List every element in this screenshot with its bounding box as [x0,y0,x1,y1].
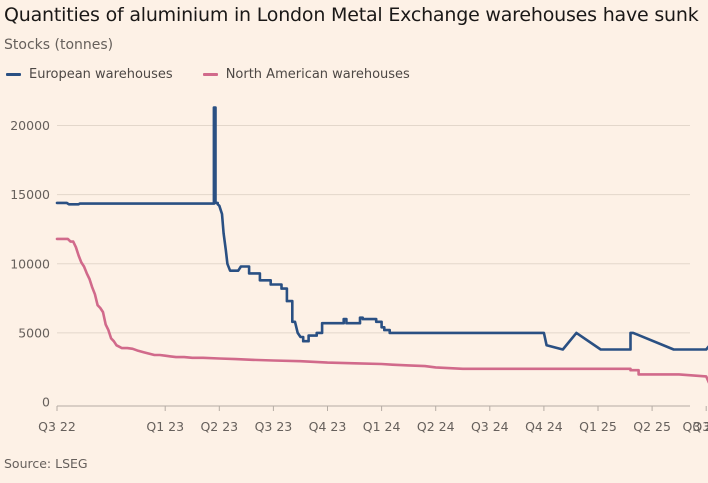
x-tick-label: Q1 25 [579,419,617,434]
y-tick-label: 5000 [18,325,50,340]
legend-swatch-european [6,73,21,76]
x-tick-label: Q4 24 [525,419,563,434]
legend: European warehouses North American wareh… [6,67,440,82]
y-tick-label: 0 [42,395,50,410]
legend-label-north-american: North American warehouses [225,67,410,82]
x-tick-label: Q3 24 [471,419,509,434]
y-tick-label: 10000 [10,256,50,271]
x-tick-label: Q1 23 [146,419,184,434]
x-tick-label: Q2 25 [633,419,671,434]
series-line-european [55,106,708,351]
x-tick-label: Q3 25 [692,419,708,434]
x-tick-label: Q2 23 [200,419,238,434]
legend-label-european: European warehouses [29,67,173,82]
x-tick-label: Q4 23 [309,419,347,434]
y-axis-unit-label: Stocks (tonnes) [4,37,114,53]
series-line-north-american [55,237,708,384]
x-tick-label: Q3 23 [255,419,293,434]
line-chart: 0 5000 10000 15000 20000 Q3 22 Q1 23 Q2 23 Q3 23… [10,106,708,434]
x-tick-label: Q3 25 [683,419,708,434]
legend-item-european: European warehouses [6,67,173,82]
legend-swatch-north-american [202,73,218,76]
x-tick-label: Q2 24 [417,419,455,434]
chart-title: Quantities of aluminium in London Metal … [4,4,699,26]
source-note: Source: LSEG [4,456,88,471]
y-tick-label: 20000 [10,118,50,133]
legend-item-north-american: North American warehouses [202,67,410,82]
y-tick-label: 15000 [10,187,50,202]
x-tick-label: Q1 24 [363,419,401,434]
x-tick-label: Q3 22 [38,419,76,434]
